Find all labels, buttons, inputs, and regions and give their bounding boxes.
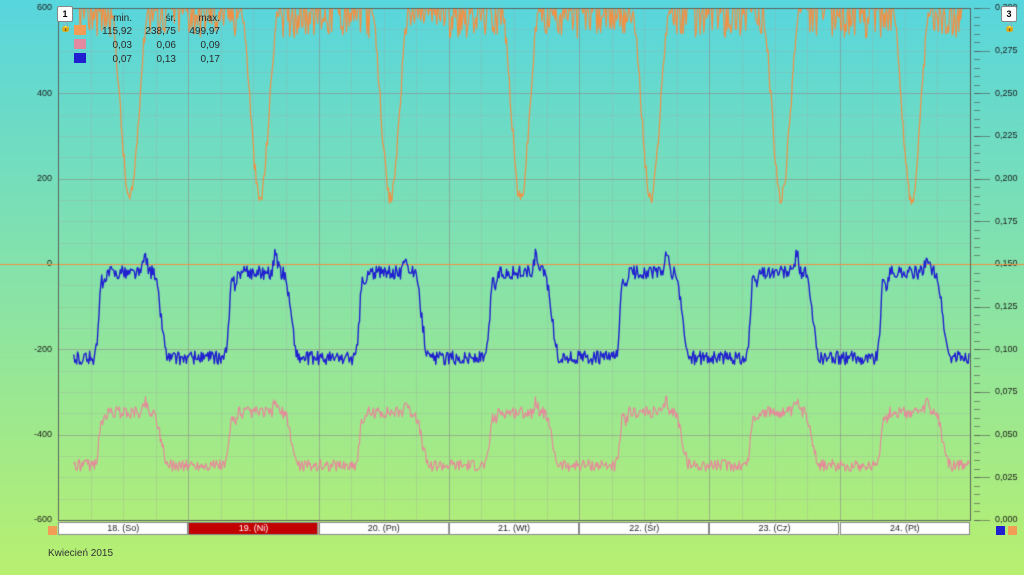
legend-value: 0,13 [132, 53, 176, 67]
legend-header: śr. [132, 12, 176, 25]
legend-swatch [74, 39, 86, 49]
legend: min. śr. max. 115,92 238,75 499,97 0,03 … [70, 12, 220, 67]
legend-value: 0,17 [176, 53, 220, 67]
legend-swatch [74, 25, 86, 35]
lock-icon: 🔒 [1004, 22, 1015, 33]
legend-value: 0,09 [176, 39, 220, 53]
legend-value: 0,03 [88, 39, 132, 53]
chart-root: { "footer": { "date_label": "Kwiecień 20… [0, 0, 1024, 575]
legend-header: min. [88, 12, 132, 25]
legend-value: 238,75 [132, 25, 176, 39]
axis-marker-right [996, 526, 1005, 535]
axis-marker-left [48, 526, 57, 535]
legend-header: max. [176, 12, 220, 25]
legend-swatch [74, 53, 86, 63]
legend-value: 499,97 [176, 25, 220, 39]
date-label: Kwiecień 2015 [48, 548, 113, 559]
axis-marker-right [1008, 526, 1017, 535]
legend-value: 0,07 [88, 53, 132, 67]
time-series-chart[interactable] [0, 0, 1024, 575]
legend-value: 115,92 [88, 25, 132, 39]
right-axis-badge: 3 [1001, 6, 1017, 22]
legend-value: 0,06 [132, 39, 176, 53]
